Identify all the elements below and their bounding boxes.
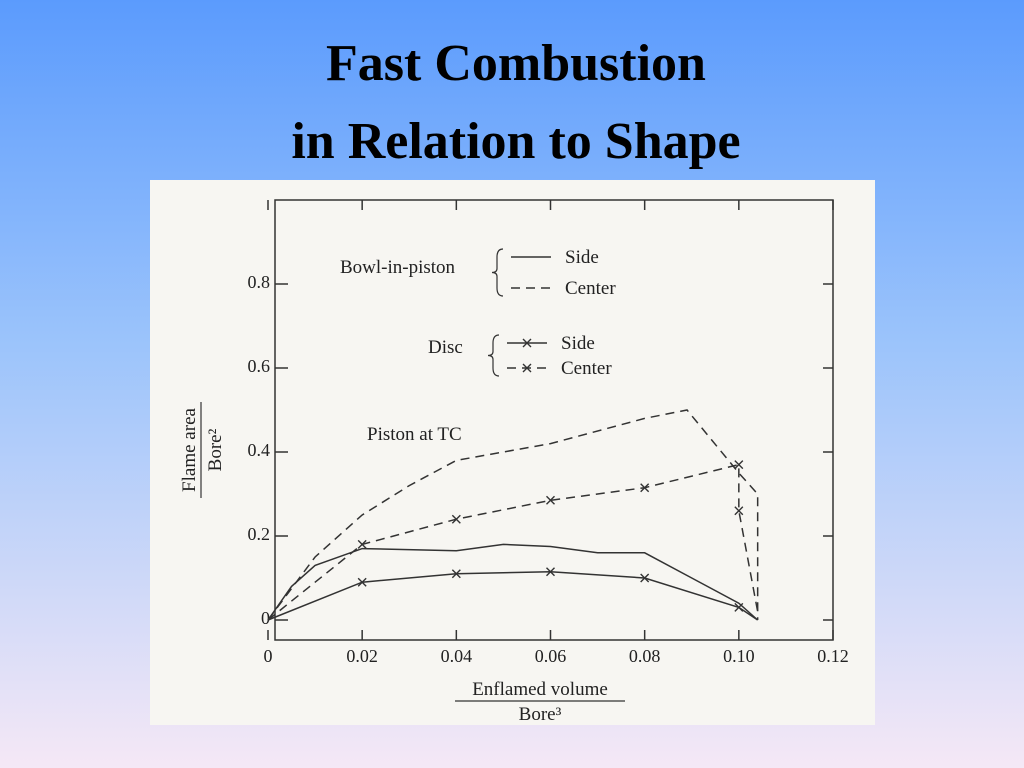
- legend-group-label: Bowl-in-piston: [340, 257, 456, 278]
- y-label: Flame area Bore²: [179, 402, 226, 498]
- point-marker: [451, 514, 461, 524]
- x-tick-label: 0.02: [346, 646, 378, 666]
- title-line: Fast Combustion: [326, 35, 706, 92]
- annotation: Piston at TC: [367, 424, 462, 445]
- chart-background: [150, 180, 875, 725]
- legend-brace: [491, 248, 504, 297]
- plot-frame: [274, 199, 834, 641]
- point-marker: [546, 567, 555, 577]
- point-marker: [734, 460, 744, 470]
- series-line: [267, 409, 759, 621]
- legend-label: Side: [561, 333, 595, 354]
- legend-group-label: Disc: [428, 337, 463, 358]
- legend-brace: [487, 334, 500, 377]
- x-label: Bore³: [519, 704, 562, 725]
- x-tick-label: 0.12: [817, 646, 849, 666]
- point-marker: [357, 577, 367, 587]
- title-line: in Relation to Shape: [291, 113, 740, 170]
- series-line: [267, 463, 759, 621]
- x-tick-label: 0: [264, 646, 273, 666]
- point-marker: [357, 539, 367, 549]
- series-line: [267, 543, 759, 621]
- point-marker: [734, 506, 744, 516]
- point-marker: [640, 483, 650, 493]
- x-tick-label: 0.10: [723, 646, 755, 666]
- x-tick-label: 0.06: [535, 646, 567, 666]
- x-tick-label: 0.08: [629, 646, 661, 666]
- legend-marker: [522, 338, 532, 348]
- point-marker: [640, 573, 650, 583]
- y-label-denominator: Bore²: [205, 428, 226, 471]
- y-label-numerator: Flame area: [179, 408, 200, 492]
- point-marker: [734, 602, 744, 612]
- y-tick-label: 0: [261, 608, 270, 628]
- legend-marker: [522, 363, 532, 373]
- point-marker: [546, 495, 555, 505]
- y-tick-label: 0.4: [248, 440, 271, 460]
- x-tick-label: 0.04: [441, 646, 473, 666]
- legend-label: Side: [565, 247, 599, 268]
- y-tick-label: 0.6: [248, 356, 271, 376]
- y-tick-label: 0.8: [248, 272, 271, 292]
- point-marker: [451, 569, 461, 579]
- legend-label: Center: [565, 278, 616, 299]
- y-tick-label: 0.2: [248, 524, 271, 544]
- legend-label: Center: [561, 358, 612, 379]
- x-label: Enflamed volume: [472, 679, 608, 700]
